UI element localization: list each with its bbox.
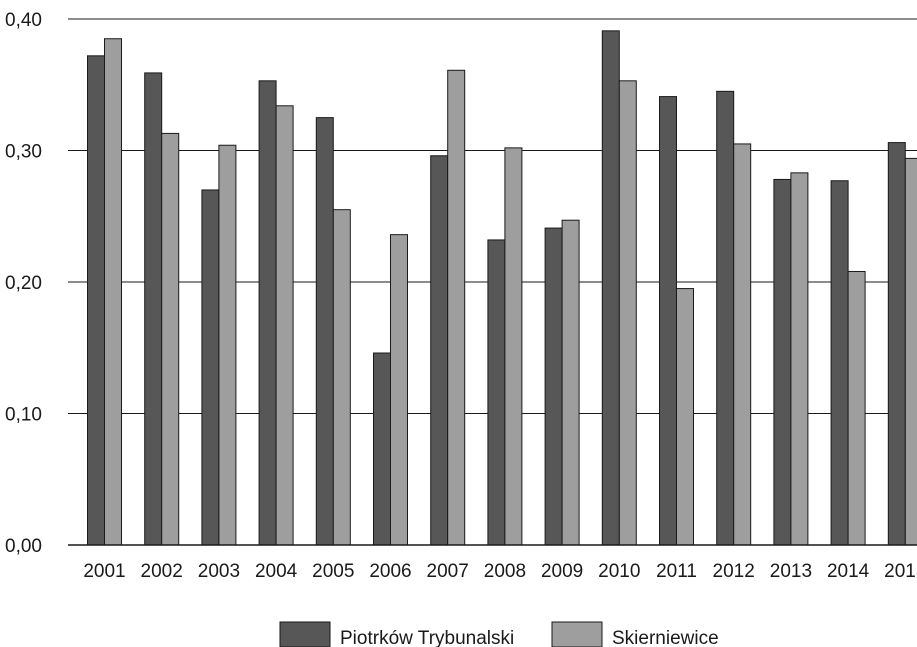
bar-piotrkow-2012 [716,90,735,546]
legend-label-piotrkow: Piotrków Trybunalski [340,628,514,647]
x-tick-label: 2013 [770,561,812,582]
bar-piotrkow-2008 [487,239,506,546]
bars [87,30,917,546]
bar-skierniewice-2001 [104,38,122,546]
bar-skierniewice-2014 [847,270,866,546]
bar-piotrkow-2003 [201,189,220,546]
x-tick-label: 2010 [598,561,640,582]
bar-skierniewice-2002 [161,132,180,546]
x-tick-label: 2014 [827,561,870,582]
x-axis-labels: 2001 2002 2003 2004 2005 2006 2007 2008 2009 2010… [83,561,917,582]
bar-piotrkow-2001 [87,55,105,546]
bar-piotrkow-2006 [373,352,391,546]
bar-skierniewice-2008 [504,147,523,546]
bar-piotrkow-2015 [887,142,906,546]
bar-skierniewice-2009 [561,219,580,546]
bar-skierniewice-2007 [447,69,466,546]
bar-skierniewice-2015 [904,157,917,546]
bar-piotrkow-2007 [430,155,449,546]
bar-piotrkow-2011 [659,96,677,546]
y-tick-label: 0,10 [5,405,42,426]
bar-skierniewice-2013 [790,172,809,546]
bar-piotrkow-2004 [258,80,277,546]
bar-piotrkow-2005 [315,117,334,546]
bar-skierniewice-2004 [275,105,294,546]
y-tick-label: 0,00 [5,536,42,557]
x-tick-label: 2015 [884,561,917,582]
x-tick-label: 2001 [83,561,125,582]
x-tick-label: 2002 [141,561,183,582]
x-tick-label: 2008 [484,561,526,582]
bar-skierniewice-2010 [618,80,637,546]
y-tick-label: 0,20 [5,273,42,294]
legend-label-skierniewice: Skierniewice [612,628,719,647]
bar-piotrkow-2013 [773,178,792,546]
x-tick-label: 2004 [255,561,298,582]
x-tick-label: 2006 [369,561,411,582]
bar-piotrkow-2014 [830,180,849,546]
x-tick-label: 2003 [198,561,240,582]
y-tick-label: 0,40 [5,10,42,31]
bar-skierniewice-2011 [676,288,694,546]
x-tick-label: 2012 [713,561,755,582]
bar-skierniewice-2003 [218,144,237,546]
legend-swatch-piotrkow [279,621,331,647]
x-tick-label: 2011 [656,561,697,582]
x-tick-label: 2007 [427,561,469,582]
legend-swatch-skierniewice [551,621,603,647]
y-tick-label: 0,30 [5,142,42,163]
legend: Piotrków Trybunalski Skierniewice [279,621,719,647]
bar-skierniewice-2005 [332,209,351,546]
bar-skierniewice-2006 [390,234,408,546]
bar-piotrkow-2010 [601,30,620,546]
x-tick-label: 2005 [312,561,354,582]
bar-piotrkow-2009 [544,227,563,546]
x-tick-label: 2009 [541,561,583,582]
bar-skierniewice-2012 [733,143,752,546]
y-axis-ticks: 0,00 0,10 0,20 0,30 0,40 [5,10,42,557]
bar-piotrkow-2002 [144,72,163,546]
